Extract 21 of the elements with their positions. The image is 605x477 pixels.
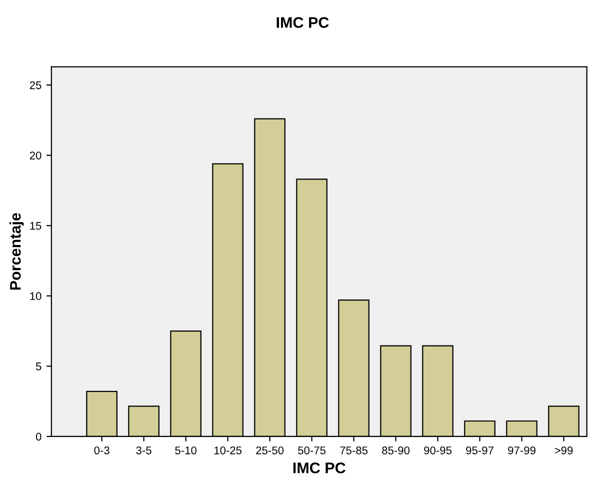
x-tick-label: 85-90: [382, 446, 410, 454]
y-tick-label: 5: [36, 362, 42, 370]
x-tick-label: 0-3: [94, 446, 110, 454]
x-tick-label: 10-25: [214, 446, 242, 454]
x-tick-label: 97-99: [508, 446, 536, 454]
y-tick-label: 25: [30, 81, 42, 90]
x-tick-label: 3-5: [136, 446, 152, 454]
y-tick-label: 0: [36, 432, 42, 441]
y-tick-label: 10: [30, 292, 42, 300]
x-tick-label: 25-50: [256, 446, 284, 454]
y-tick-label: 15: [30, 222, 42, 230]
x-tick-label: 5-10: [175, 446, 196, 454]
x-tick-label: 90-95: [424, 446, 452, 454]
x-tick-label: 75-85: [340, 446, 368, 454]
x-tick-label: 95-97: [466, 446, 494, 454]
chart-title: IMC PC: [276, 17, 329, 28]
y-axis-title: Porcentaje: [10, 213, 24, 290]
x-axis-title: IMC PC: [293, 462, 346, 474]
x-tick-label: 50-75: [298, 446, 326, 454]
y-tick-label: 20: [30, 152, 42, 160]
x-tick-label: >99: [554, 446, 573, 454]
